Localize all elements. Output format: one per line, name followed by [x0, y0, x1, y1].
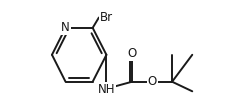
Text: O: O [148, 75, 157, 88]
Text: NH: NH [98, 83, 115, 96]
Text: Br: Br [100, 11, 113, 24]
Text: N: N [61, 21, 70, 34]
Text: O: O [128, 47, 136, 60]
